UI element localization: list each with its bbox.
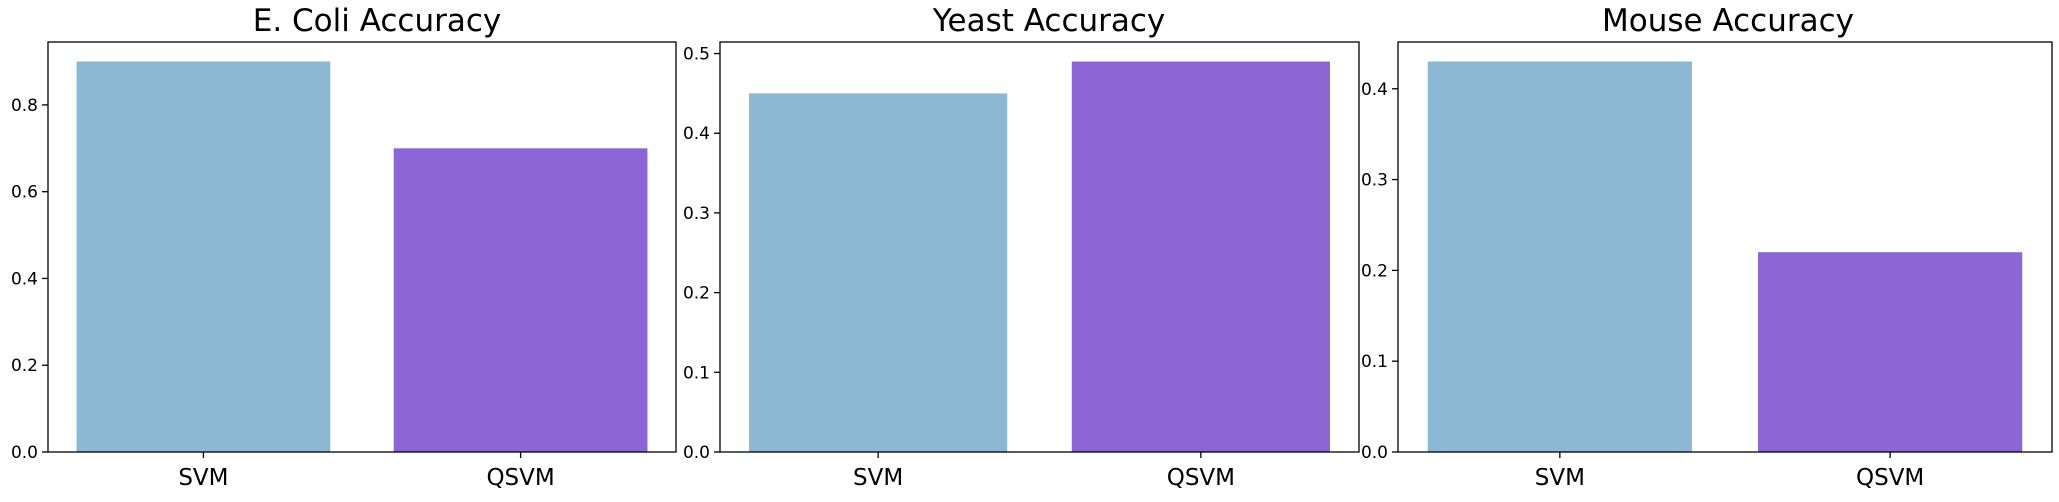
y-tick-label: 0.4: [1361, 80, 1388, 100]
bar-svm: [749, 93, 1008, 452]
x-tick-label: QSVM: [486, 465, 554, 491]
chart-title: Yeast Accuracy: [932, 3, 1166, 39]
y-tick-label: 0.1: [683, 363, 710, 383]
axes-frame: [719, 41, 1360, 453]
y-tick-label: 0.4: [683, 124, 710, 144]
y-tick-label: 0.0: [1361, 443, 1388, 463]
y-tick-label: 0.2: [683, 284, 710, 304]
chart-panel-mouse: Mouse Accuracy 0.0 0.1 0.2 0.3 0.4 SVM QSVM: [1361, 3, 2053, 491]
y-tick-label: 0.3: [1361, 171, 1388, 191]
axes-frame: [47, 41, 677, 453]
y-tick-label: 0.0: [11, 443, 38, 463]
x-tick-label: QSVM: [1856, 465, 1924, 491]
x-tick-label: SVM: [178, 465, 228, 491]
chart-title: E. Coli Accuracy: [253, 3, 502, 39]
y-tick-label: 0.6: [11, 183, 38, 203]
chart-panel-yeast: Yeast Accuracy 0.0 0.1 0.2 0.3 0.4 0.5 SVM QSVM: [683, 3, 1360, 491]
y-tick-label: 0.0: [683, 443, 710, 463]
y-tick-label: 0.3: [683, 204, 710, 224]
y-tick-label: 0.2: [1361, 261, 1388, 281]
bar-svm: [1427, 61, 1692, 453]
y-tick-label: 0.5: [683, 45, 710, 65]
y-tick-label: 0.1: [1361, 352, 1388, 372]
chart-panel-ecoli: E. Coli Accuracy 0.0 0.2 0.4 0.6 0.8 SVM QSVM: [11, 3, 677, 491]
chart-title: Mouse Accuracy: [1602, 3, 1854, 39]
axes-frame: [1397, 41, 2053, 453]
y-tick-label: 0.8: [11, 96, 38, 116]
bar-qsvm: [1071, 61, 1330, 453]
x-tick-label: SVM: [1535, 465, 1585, 491]
y-tick-label: 0.4: [11, 269, 38, 289]
y-tick-label: 0.2: [11, 356, 38, 376]
bar-qsvm: [393, 148, 648, 452]
bar-qsvm: [1758, 252, 2023, 452]
x-tick-label: QSVM: [1167, 465, 1235, 491]
bar-svm: [76, 61, 331, 453]
x-tick-label: SVM: [853, 465, 903, 491]
